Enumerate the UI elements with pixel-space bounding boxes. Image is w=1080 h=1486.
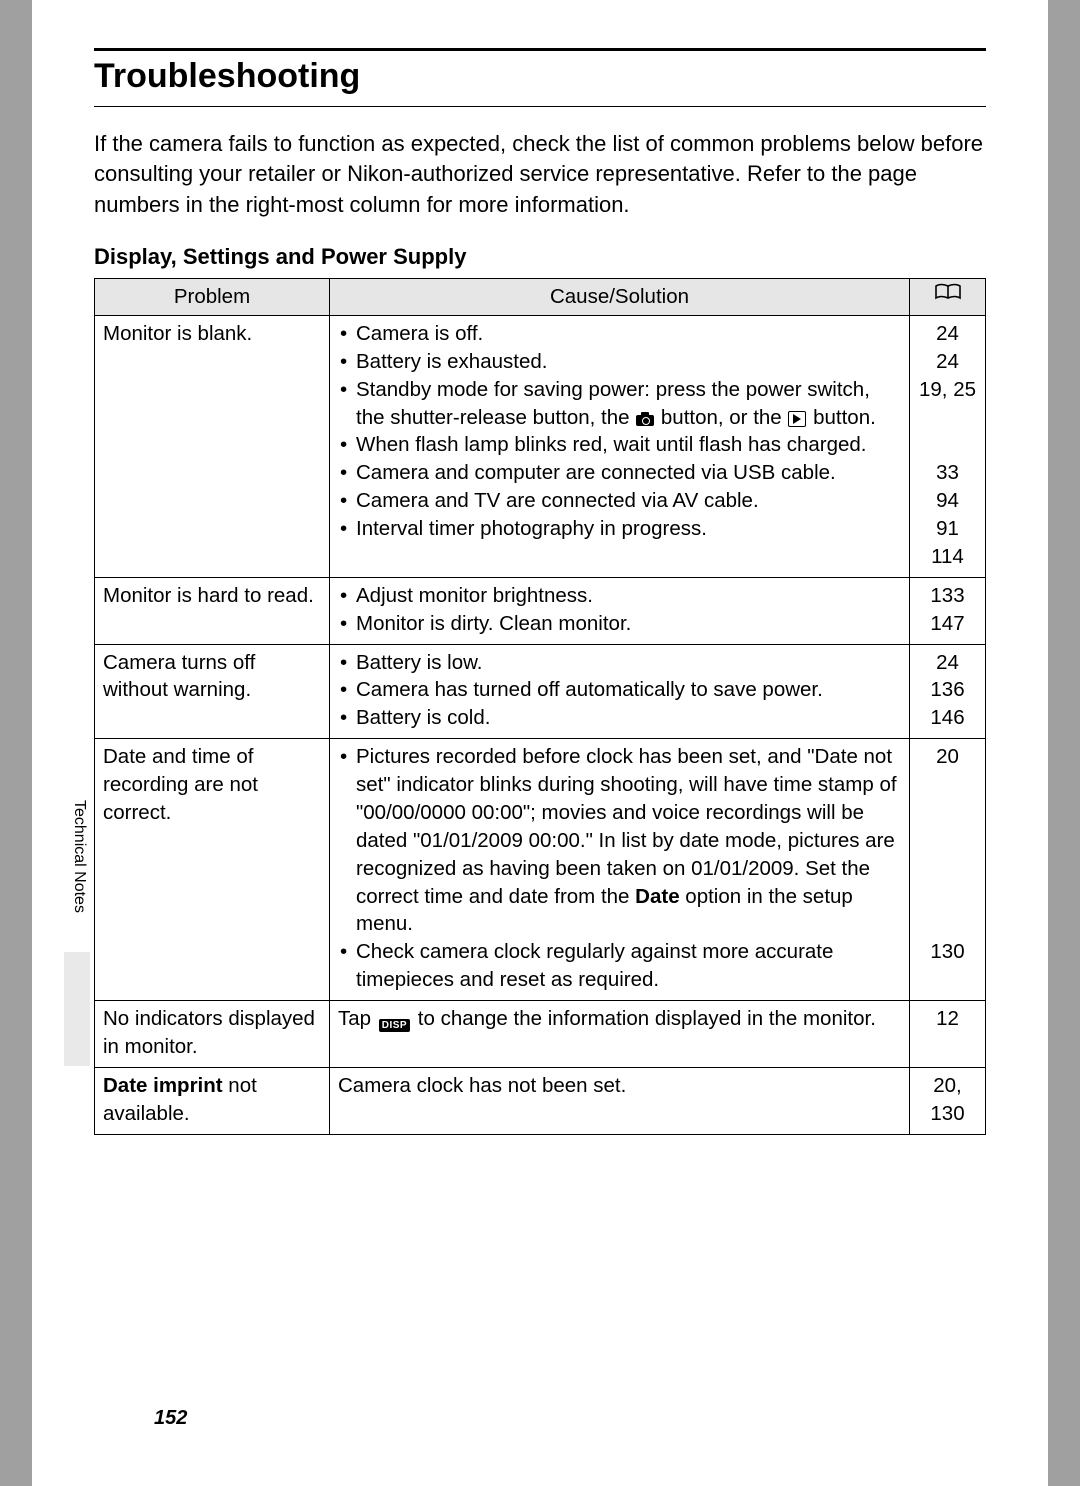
cause-cell: Tap DISP to change the information displ… — [330, 1001, 910, 1068]
problem-cell: Date imprint not available. — [95, 1067, 330, 1134]
cause-item: Battery is low. — [338, 649, 901, 677]
cause-item: Camera and computer are connected via US… — [338, 459, 901, 487]
book-icon — [934, 283, 962, 301]
page-ref-cell: 24 136 146 — [910, 644, 986, 739]
problem-cell: Camera turns off without warning. — [95, 644, 330, 739]
page-number: 152 — [154, 1407, 187, 1430]
sidebar-section-label: Technical Notes — [70, 800, 88, 913]
table-header-row: Problem Cause/Solution — [95, 279, 986, 316]
col-cause: Cause/Solution — [330, 279, 910, 316]
camera-icon — [636, 412, 654, 426]
cause-item: Camera and TV are connected via AV cable… — [338, 487, 901, 515]
page-ref-cell: 20, 130 — [910, 1067, 986, 1134]
manual-page: Troubleshooting If the camera fails to f… — [32, 0, 1048, 1486]
cause-cell: Camera is off.Battery is exhausted.Stand… — [330, 315, 910, 577]
cause-cell: Adjust monitor brightness.Monitor is dir… — [330, 577, 910, 644]
problem-cell: No indicators displayed in monitor. — [95, 1001, 330, 1068]
page-ref-cell: 20 130 — [910, 739, 986, 1001]
page-ref-cell: 133 147 — [910, 577, 986, 644]
table-row: Monitor is hard to read.Adjust monitor b… — [95, 577, 986, 644]
intro-text: If the camera fails to function as expec… — [94, 129, 986, 220]
content-area: Troubleshooting If the camera fails to f… — [32, 0, 1048, 1135]
table-row: No indicators displayed in monitor.Tap D… — [95, 1001, 986, 1068]
col-problem: Problem — [95, 279, 330, 316]
col-reference — [910, 279, 986, 316]
problem-cell: Monitor is hard to read. — [95, 577, 330, 644]
cause-item: Check camera clock regularly against mor… — [338, 938, 901, 994]
cause-item: Battery is cold. — [338, 704, 901, 732]
cause-item: Adjust monitor brightness. — [338, 582, 901, 610]
cause-item: Monitor is dirty. Clean monitor. — [338, 610, 901, 638]
cause-item: Interval timer photography in progress. — [338, 515, 901, 543]
troubleshooting-table: Problem Cause/Solution Monitor is blank.… — [94, 278, 986, 1135]
cause-cell: Pictures recorded before clock has been … — [330, 739, 910, 1001]
table-row: Date and time of recording are not corre… — [95, 739, 986, 1001]
cause-cell: Battery is low.Camera has turned off aut… — [330, 644, 910, 739]
table-row: Date imprint not available.Camera clock … — [95, 1067, 986, 1134]
cause-item: Camera is off. — [338, 320, 901, 348]
thumb-tab — [64, 952, 90, 1066]
cause-item: Battery is exhausted. — [338, 348, 901, 376]
disp-icon: DISP — [379, 1019, 410, 1032]
cause-item: When flash lamp blinks red, wait until f… — [338, 431, 901, 459]
table-row: Monitor is blank.Camera is off.Battery i… — [95, 315, 986, 577]
cause-item: Camera has turned off automatically to s… — [338, 676, 901, 704]
page-ref-cell: 24 24 19, 25 33 94 91 114 — [910, 315, 986, 577]
section-subtitle: Display, Settings and Power Supply — [94, 244, 986, 270]
table-row: Camera turns off without warning.Battery… — [95, 644, 986, 739]
page-title: Troubleshooting — [94, 48, 986, 107]
cause-item: Pictures recorded before clock has been … — [338, 743, 901, 938]
problem-cell: Date and time of recording are not corre… — [95, 739, 330, 1001]
problem-cell: Monitor is blank. — [95, 315, 330, 577]
cause-item: Standby mode for saving power: press the… — [338, 376, 901, 432]
playback-icon — [788, 411, 806, 427]
cause-cell: Camera clock has not been set. — [330, 1067, 910, 1134]
page-ref-cell: 12 — [910, 1001, 986, 1068]
